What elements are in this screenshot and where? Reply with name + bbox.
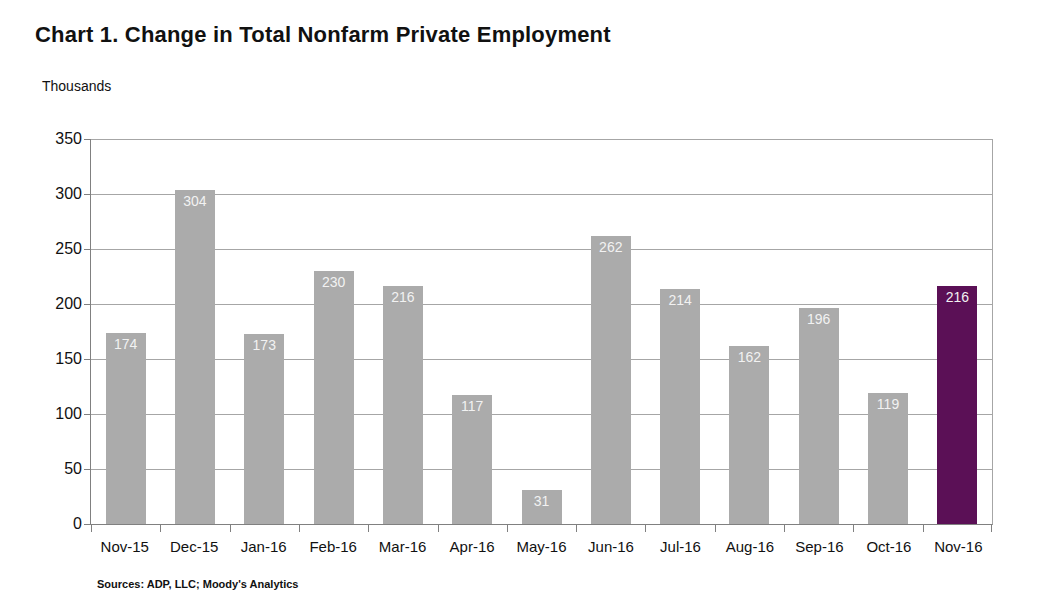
bar-value-label: 216 bbox=[937, 289, 977, 305]
bar-Jun-16: 262 bbox=[591, 236, 631, 524]
y-tick-label: 50 bbox=[28, 460, 82, 478]
source-note: Sources: ADP, LLC; Moody's Analytics bbox=[97, 578, 298, 590]
x-tick-mark bbox=[853, 524, 854, 532]
y-tick-mark bbox=[84, 249, 91, 250]
x-tick-mark bbox=[784, 524, 785, 532]
bar-value-label: 262 bbox=[591, 239, 631, 255]
y-tick-mark bbox=[84, 194, 91, 195]
x-tick-mark bbox=[230, 524, 231, 532]
bar-value-label: 214 bbox=[660, 292, 700, 308]
gridline bbox=[91, 194, 992, 195]
bar-Aug-16: 162 bbox=[729, 346, 769, 524]
x-tick-mark bbox=[91, 524, 92, 532]
bar-Oct-16: 119 bbox=[868, 393, 908, 524]
x-tick-mark bbox=[576, 524, 577, 532]
y-tick-mark bbox=[84, 359, 91, 360]
y-tick-label: 200 bbox=[28, 295, 82, 313]
x-axis-labels: Nov-15Dec-15Jan-16Feb-16Mar-16Apr-16May-… bbox=[90, 538, 993, 555]
bar-Dec-15: 304 bbox=[175, 190, 215, 524]
bar-Nov-15: 174 bbox=[106, 333, 146, 524]
bar-value-label: 304 bbox=[175, 193, 215, 209]
bar-Nov-16: 216 bbox=[937, 286, 977, 524]
bar-Feb-16: 230 bbox=[314, 271, 354, 524]
x-tick-mark bbox=[715, 524, 716, 532]
bar-value-label: 216 bbox=[383, 289, 423, 305]
y-tick-mark bbox=[84, 414, 91, 415]
y-tick-mark bbox=[84, 139, 91, 140]
x-tick-mark bbox=[507, 524, 508, 532]
x-tick-mark bbox=[160, 524, 161, 532]
y-axis-tick-labels: 050100150200250300350 bbox=[28, 139, 82, 539]
x-tick-label: May-16 bbox=[507, 538, 576, 555]
bar-value-label: 31 bbox=[522, 493, 562, 509]
bar-value-label: 230 bbox=[314, 274, 354, 290]
bar-value-label: 117 bbox=[452, 398, 492, 414]
gridline bbox=[91, 304, 992, 305]
x-tick-mark bbox=[923, 524, 924, 532]
y-tick-label: 100 bbox=[28, 405, 82, 423]
y-tick-label: 150 bbox=[28, 350, 82, 368]
bar-Jan-16: 173 bbox=[244, 334, 284, 524]
bar-value-label: 119 bbox=[868, 396, 908, 412]
gridline bbox=[91, 414, 992, 415]
x-tick-label: Jul-16 bbox=[646, 538, 715, 555]
gridline bbox=[91, 139, 992, 140]
gridline bbox=[91, 359, 992, 360]
x-tick-label: Nov-16 bbox=[924, 538, 993, 555]
bar-May-16: 31 bbox=[522, 490, 562, 524]
y-tick-label: 300 bbox=[28, 185, 82, 203]
bar-value-label: 173 bbox=[244, 337, 284, 353]
bar-Apr-16: 117 bbox=[452, 395, 492, 524]
x-tick-label: Jun-16 bbox=[576, 538, 645, 555]
x-tick-mark bbox=[991, 524, 992, 532]
gridline bbox=[91, 469, 992, 470]
gridline bbox=[91, 249, 992, 250]
x-tick-mark bbox=[368, 524, 369, 532]
chart-title: Chart 1. Change in Total Nonfarm Private… bbox=[35, 22, 611, 48]
x-tick-label: Dec-15 bbox=[159, 538, 228, 555]
x-tick-label: Jan-16 bbox=[229, 538, 298, 555]
y-tick-mark bbox=[84, 469, 91, 470]
bar-Jul-16: 214 bbox=[660, 289, 700, 524]
bar-value-label: 162 bbox=[729, 349, 769, 365]
x-tick-label: Nov-15 bbox=[90, 538, 159, 555]
x-tick-mark bbox=[645, 524, 646, 532]
x-tick-label: Mar-16 bbox=[368, 538, 437, 555]
chart-page: Chart 1. Change in Total Nonfarm Private… bbox=[0, 0, 1050, 616]
y-tick-label: 350 bbox=[28, 130, 82, 148]
bar-value-label: 196 bbox=[799, 311, 839, 327]
x-tick-mark bbox=[438, 524, 439, 532]
x-tick-label: Oct-16 bbox=[854, 538, 923, 555]
y-tick-mark bbox=[84, 524, 91, 525]
y-tick-label: 250 bbox=[28, 240, 82, 258]
x-tick-mark bbox=[299, 524, 300, 532]
x-tick-label: Apr-16 bbox=[437, 538, 506, 555]
plot-area: 174 304 173 230 216 117 31 262 214 162 196 119 216 bbox=[90, 139, 993, 525]
bar-Mar-16: 216 bbox=[383, 286, 423, 524]
x-tick-label: Aug-16 bbox=[715, 538, 784, 555]
bar-Sep-16: 196 bbox=[799, 308, 839, 524]
y-tick-label: 0 bbox=[28, 515, 82, 533]
x-tick-label: Sep-16 bbox=[785, 538, 854, 555]
y-tick-mark bbox=[84, 304, 91, 305]
bar-value-label: 174 bbox=[106, 336, 146, 352]
x-tick-label: Feb-16 bbox=[298, 538, 367, 555]
y-axis-unit-label: Thousands bbox=[42, 78, 111, 94]
